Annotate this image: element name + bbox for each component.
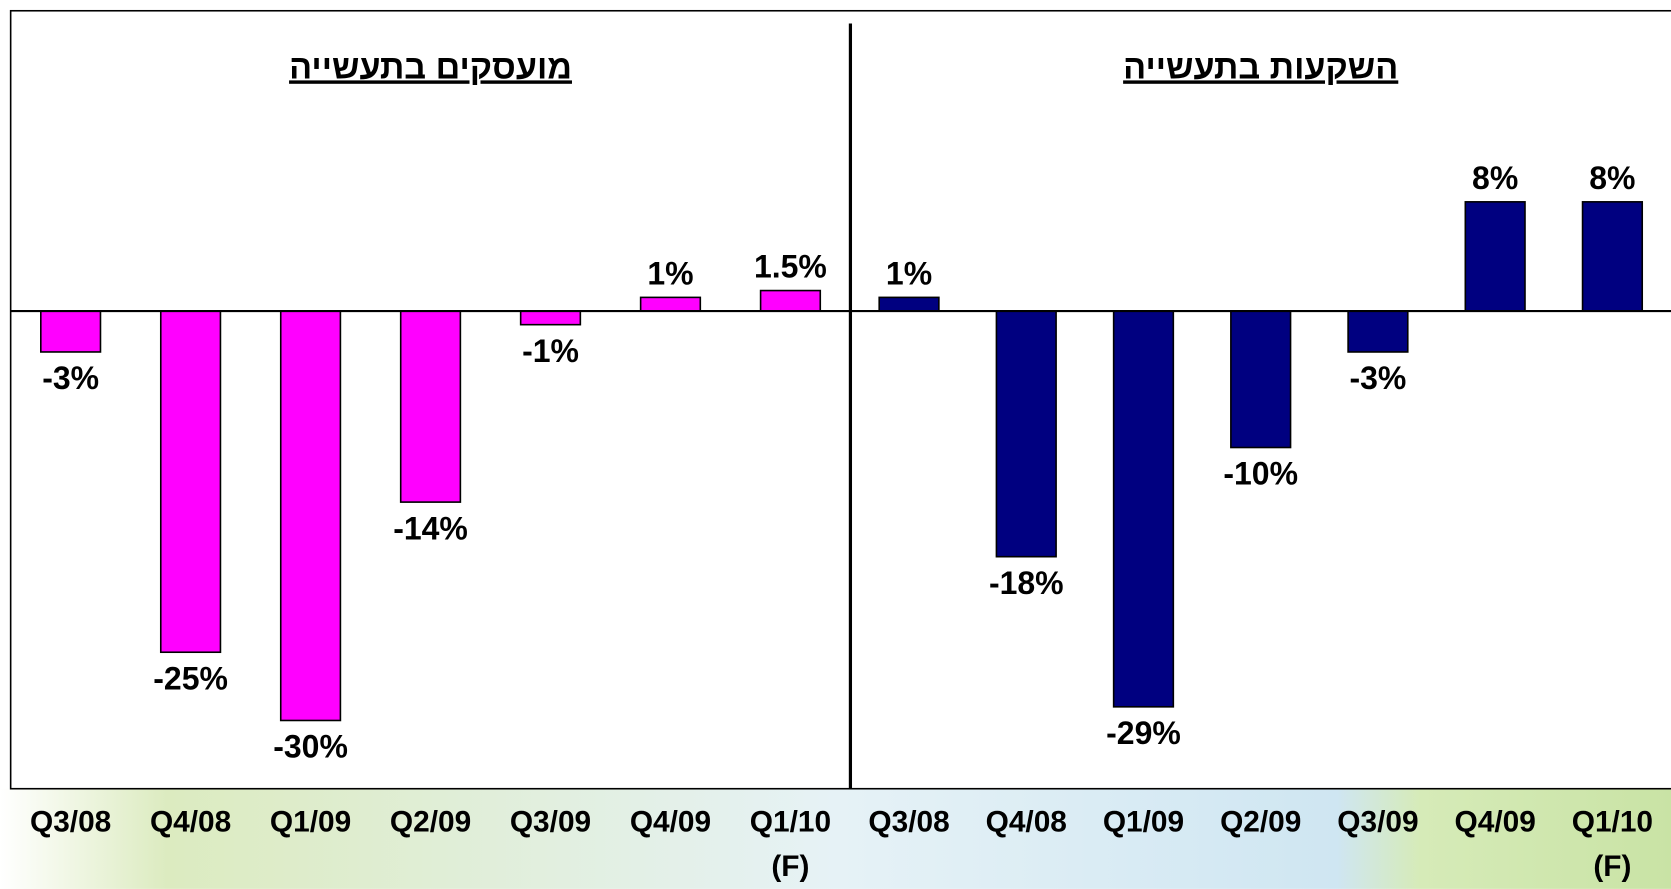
x-tick-label-box: Q1/10 (F) [1571, 804, 1654, 883]
bar [159, 310, 222, 654]
x-tick-label: Q1/09 [1102, 804, 1185, 838]
x-tick-label: Q4/08 [985, 804, 1067, 838]
x-tick-label: Q4/08 [149, 804, 232, 838]
bar [1112, 310, 1175, 708]
x-tick-label: Q4/09 [629, 804, 712, 838]
x-tick-label: Q1/09 [269, 804, 352, 838]
background-band [0, 788, 1671, 889]
x-tick-label: Q3/08 [29, 804, 112, 838]
x-tick-label-box: Q3/08 [29, 804, 112, 838]
data-label: 1% [886, 256, 932, 292]
bar [519, 310, 582, 326]
bar [1230, 310, 1292, 449]
x-tick-label: Q1/10 (F) [749, 804, 832, 883]
data-label: -30% [273, 729, 348, 765]
bar [1347, 310, 1409, 353]
data-label: 8% [1472, 160, 1518, 196]
x-tick-label-box: Q1/10 (F) [749, 804, 832, 883]
x-tick-label-box: Q4/09 [1454, 804, 1536, 838]
panel-title: השקעות בתעשייה [1123, 48, 1398, 86]
data-label: 8% [1589, 160, 1635, 196]
bar [1581, 201, 1644, 312]
panel-title: מועסקים בתעשייה [289, 48, 572, 86]
x-tick-label-box: Q3/09 [509, 804, 592, 838]
bar [878, 296, 940, 312]
x-tick-label-box: Q3/08 [868, 804, 950, 838]
bar [995, 310, 1057, 558]
data-label: -10% [1223, 456, 1298, 492]
bar [639, 296, 702, 312]
bar [40, 310, 102, 353]
x-tick-label: Q3/09 [509, 804, 592, 838]
x-tick-label: Q2/09 [389, 804, 472, 838]
data-label: 1.5% [754, 249, 827, 285]
x-tick-label-box: Q2/09 [1220, 804, 1302, 838]
plot-frame [9, 9, 1671, 790]
x-tick-label: Q2/09 [1220, 804, 1302, 838]
bar [1464, 201, 1526, 312]
data-label: -25% [153, 660, 228, 696]
data-label: -18% [989, 565, 1064, 601]
x-tick-label-box: Q4/08 [149, 804, 232, 838]
data-label: -3% [1350, 360, 1407, 396]
x-tick-label-box: Q4/08 [985, 804, 1067, 838]
x-tick-label: Q4/09 [1454, 804, 1536, 838]
data-label: 1% [647, 256, 693, 292]
x-tick-label: Q3/08 [868, 804, 950, 838]
x-tick-label-box: Q3/09 [1337, 804, 1419, 838]
data-label: -29% [1106, 715, 1181, 751]
x-tick-label: Q1/10 (F) [1571, 804, 1654, 883]
x-tick-label-box: Q1/09 [1102, 804, 1185, 838]
bar [399, 310, 462, 503]
x-tick-label-box: Q1/09 [269, 804, 352, 838]
bar [759, 289, 822, 312]
bar [279, 310, 342, 722]
x-tick-label-box: Q4/09 [629, 804, 712, 838]
x-tick-label: Q3/09 [1337, 804, 1419, 838]
data-label: -14% [393, 510, 468, 546]
data-label: -1% [522, 333, 579, 369]
x-tick-label-box: Q2/09 [389, 804, 472, 838]
data-label: -3% [42, 360, 99, 396]
